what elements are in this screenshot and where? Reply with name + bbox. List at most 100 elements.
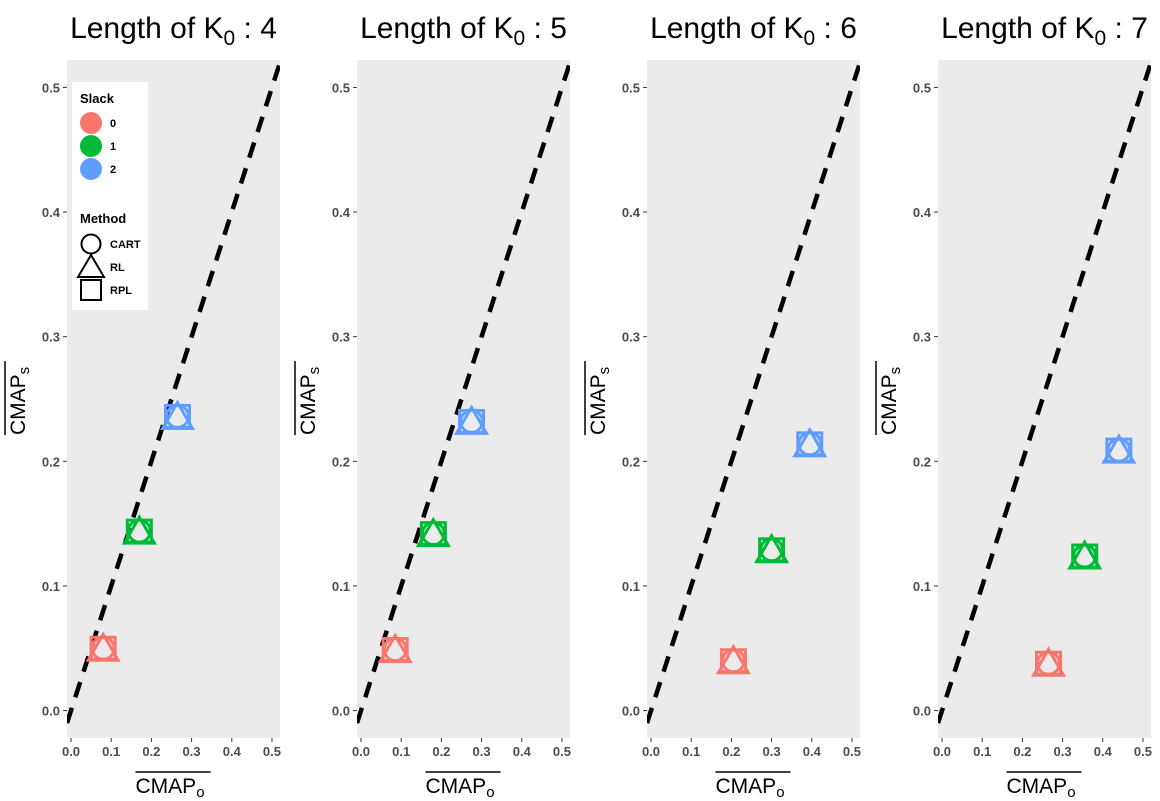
marker-circle-cart — [797, 431, 823, 457]
legend-method-label-rl: RL — [110, 262, 125, 274]
x-tick-label: 0.2 — [722, 744, 740, 759]
legend-slack-swatch-1 — [80, 135, 102, 157]
data-point-slack-2 — [159, 399, 196, 430]
y-axis-label-group: CMAPs — [294, 361, 323, 435]
marker-circle-cart — [1036, 650, 1062, 676]
y-tick-label: 0.1 — [332, 579, 350, 594]
y-axis-label-group: CMAPs — [875, 361, 904, 435]
y-tick-label: 0.3 — [913, 330, 931, 345]
y-axis-label-group: CMAPs — [4, 361, 33, 435]
y-tick-label: 0.4 — [913, 205, 932, 220]
y-axis-label-group: CMAPs — [584, 361, 613, 435]
y-axis-label: CMAPs — [297, 367, 323, 435]
panel-4: 0.0 0.1 0.2 0.3 0.4 0.5 0.0 0.1 0.2 0.3 0.4 0.5 Leng… — [875, 12, 1152, 801]
data-point-slack-1 — [1067, 539, 1103, 570]
y-tick-label: 0.2 — [913, 454, 931, 469]
y-tick-label: 0.5 — [42, 80, 60, 95]
x-tick-label: 0.2 — [1013, 744, 1031, 759]
y-tick-label: 0.0 — [913, 704, 931, 719]
x-tick-label: 0.2 — [432, 744, 450, 759]
legend-slack-label-0: 0 — [110, 118, 116, 130]
data-point-slack-1 — [121, 514, 157, 545]
marker-circle-cart — [165, 403, 191, 429]
y-tick-label: 0.3 — [332, 330, 350, 345]
y-tick-label: 0.1 — [622, 579, 640, 594]
y-tick-label: 0.4 — [42, 205, 61, 220]
data-point-slack-2 — [1101, 433, 1137, 464]
legend-method-title: Method — [80, 211, 126, 226]
y-tick-label: 0.4 — [332, 205, 351, 220]
panel-3: 0.0 0.1 0.2 0.3 0.4 0.5 0.0 0.1 0.2 0.3 0.4 0.5 Leng… — [584, 12, 861, 801]
panel-title: Length of K0 : 4 — [70, 12, 277, 50]
legend-slack-swatch-2 — [80, 158, 102, 180]
x-axis-label: CMAPo — [716, 775, 785, 801]
y-tick-label: 0.4 — [622, 205, 641, 220]
data-point-slack-2 — [792, 426, 828, 458]
x-tick-label: 0.0 — [933, 744, 951, 759]
panel-title: Length of K0 : 7 — [941, 12, 1148, 50]
marker-circle-cart — [420, 521, 446, 547]
data-point-slack-2 — [453, 404, 490, 435]
legend-method-label-rpl: RPL — [110, 285, 132, 297]
marker-circle-cart — [459, 408, 485, 434]
marker-circle-cart — [720, 648, 746, 674]
plot-background — [357, 60, 570, 738]
marker-circle-cart — [90, 635, 116, 661]
x-tick-label: 0.5 — [843, 744, 861, 759]
x-tick-label: 0.4 — [1094, 744, 1113, 759]
y-tick-label: 0.5 — [622, 80, 640, 95]
legend-triangle-icon — [76, 253, 106, 278]
plot-background — [647, 60, 860, 738]
data-point-slack-0 — [1030, 646, 1067, 677]
y-tick-label: 0.2 — [332, 454, 350, 469]
marker-circle-cart — [382, 637, 408, 663]
y-tick-label: 0.2 — [42, 454, 60, 469]
reference-line-dashed — [357, 61, 570, 724]
x-tick-label: 0.2 — [142, 744, 160, 759]
x-tick-label: 0.5 — [1134, 744, 1152, 759]
x-tick-label: 0.0 — [352, 744, 370, 759]
y-tick-label: 0.3 — [42, 330, 60, 345]
legend-slack-swatch-0 — [80, 112, 102, 134]
legend: Slack 0 1 2 Method CART RL RPL — [72, 82, 148, 310]
y-tick-label: 0.1 — [42, 579, 60, 594]
x-tick-label: 0.3 — [763, 744, 781, 759]
data-point-slack-0 — [377, 632, 413, 664]
reference-line-dashed — [647, 61, 860, 724]
y-tick-label: 0.2 — [622, 454, 640, 469]
x-tick-label: 0.0 — [642, 744, 660, 759]
y-tick-label: 0.0 — [332, 704, 350, 719]
data-point-slack-0 — [715, 643, 752, 675]
x-tick-label: 0.4 — [513, 744, 532, 759]
data-point-slack-0 — [85, 631, 121, 662]
x-tick-label: 0.5 — [263, 744, 281, 759]
data-point-slack-1 — [753, 532, 790, 564]
plot-background — [938, 60, 1151, 738]
legend-slack-label-2: 2 — [110, 164, 116, 176]
x-tick-label: 0.1 — [973, 744, 991, 759]
marker-circle-cart — [759, 537, 785, 563]
y-tick-label: 0.0 — [42, 704, 60, 719]
x-tick-label: 0.1 — [102, 744, 120, 759]
marker-circle-cart — [1072, 543, 1098, 569]
x-axis-label: CMAPo — [1007, 775, 1076, 801]
y-tick-label: 0.5 — [332, 80, 350, 95]
reference-line-dashed — [938, 61, 1151, 724]
legend-method-label-cart: CART — [110, 239, 141, 251]
x-tick-label: 0.4 — [223, 744, 242, 759]
y-axis-label: CMAPs — [587, 367, 613, 435]
panel-2: 0.0 0.1 0.2 0.3 0.4 0.5 0.0 0.1 0.2 0.3 0.4 0.5 Leng… — [294, 12, 571, 801]
x-axis-label: CMAPo — [136, 775, 205, 801]
marker-circle-cart — [126, 518, 152, 544]
y-tick-label: 0.1 — [913, 579, 931, 594]
x-axis-label: CMAPo — [426, 775, 495, 801]
legend-square-icon — [80, 279, 102, 301]
x-tick-label: 0.3 — [473, 744, 491, 759]
x-tick-label: 0.3 — [1054, 744, 1072, 759]
data-point-slack-1 — [415, 516, 451, 548]
x-tick-label: 0.0 — [62, 744, 80, 759]
y-axis-label: CMAPs — [878, 367, 904, 435]
legend-slack-label-1: 1 — [110, 141, 116, 153]
y-tick-label: 0.0 — [622, 704, 640, 719]
